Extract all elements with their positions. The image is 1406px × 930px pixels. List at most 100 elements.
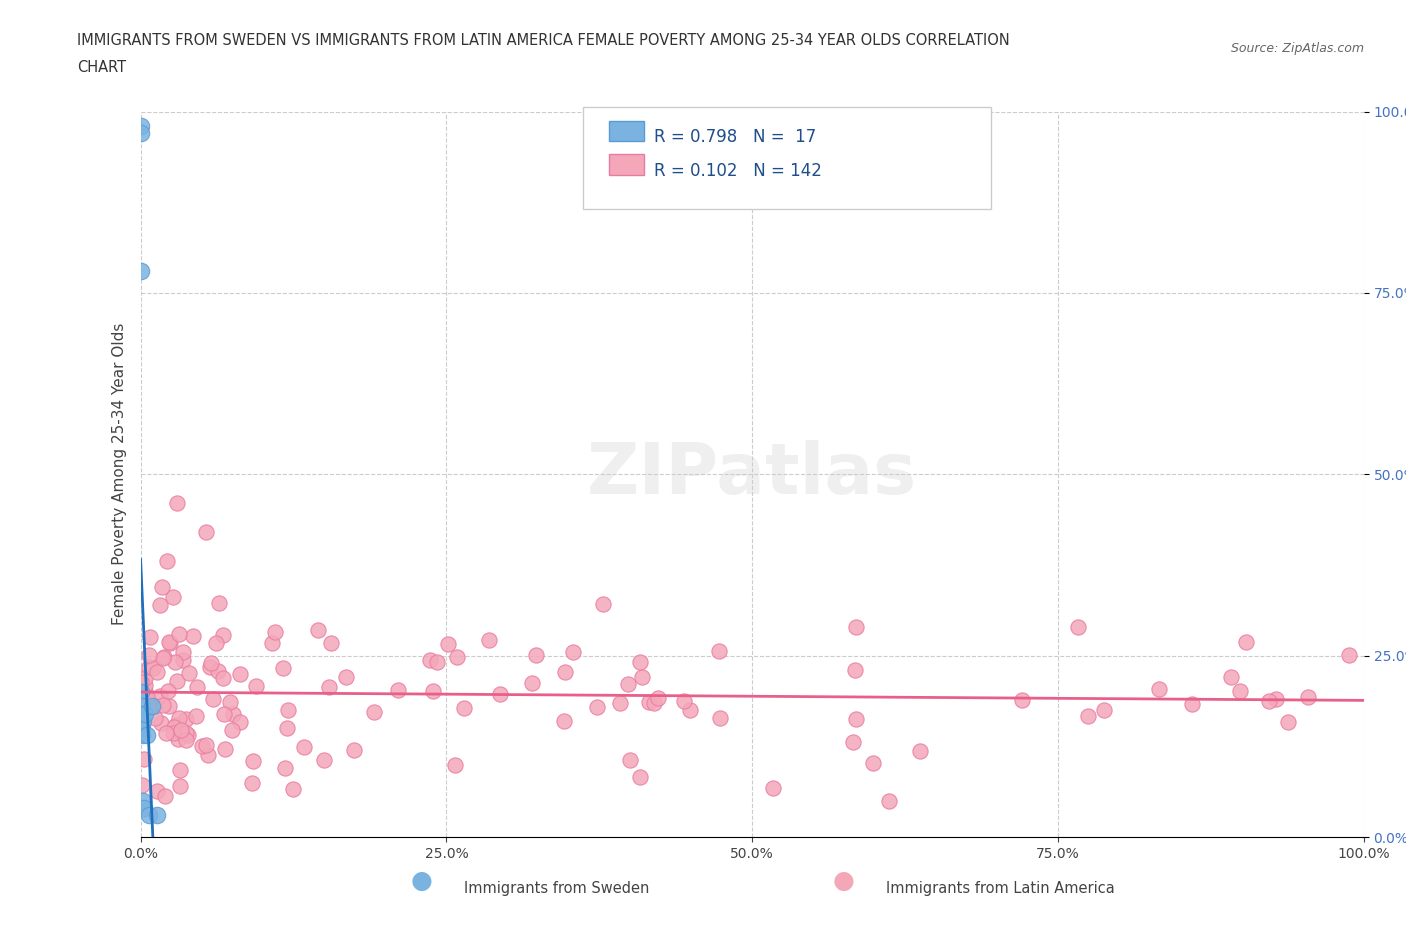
Point [146,665,169,680]
Point [134,801,156,816]
Point [229,714,252,729]
Point [1181,697,1204,711]
Point [163,720,186,735]
Text: IMMIGRANTS FROM SWEDEN VS IMMIGRANTS FROM LATIN AMERICA FEMALE POVERTY AMONG 25-: IMMIGRANTS FROM SWEDEN VS IMMIGRANTS FRO… [77,33,1010,47]
Point [138,647,160,662]
Point [195,525,218,539]
Point [585,699,607,714]
Point [877,793,900,808]
Point [845,619,868,634]
Point [131,699,153,714]
Point [186,680,208,695]
Text: ●: ● [411,870,433,893]
Point [1265,691,1288,706]
Point [842,735,865,750]
Point [446,650,468,665]
Text: ●: ● [832,870,855,893]
Point [212,671,235,685]
Point [135,689,157,704]
Point [167,627,190,642]
Point [156,554,179,569]
Point [478,633,501,648]
Point [1219,670,1241,684]
Text: Immigrants from Sweden: Immigrants from Sweden [464,881,650,896]
Point [166,496,188,511]
Point [1234,635,1257,650]
Point [181,629,204,644]
Point [134,684,156,698]
Point [679,703,702,718]
Point [318,680,340,695]
Point [177,727,200,742]
Point [166,674,188,689]
Point [169,763,191,777]
Point [172,652,194,667]
Point [129,674,152,689]
Point [524,648,547,663]
Point [197,748,219,763]
Text: Source: ZipAtlas.com: Source: ZipAtlas.com [1230,42,1364,55]
Point [307,622,329,637]
Point [157,634,180,649]
Text: R = 0.798   N =  17: R = 0.798 N = 17 [654,128,815,146]
Point [129,264,152,279]
Point [638,695,661,710]
Point [221,722,243,737]
Point [162,726,184,741]
Point [194,737,217,752]
Point [426,655,449,670]
Point [207,664,229,679]
Point [422,684,444,698]
Point [631,670,654,684]
Point [152,651,174,666]
Point [152,579,174,594]
Point [862,756,884,771]
Text: ZIPatlas: ZIPatlas [588,440,917,509]
Point [184,709,207,724]
Point [131,706,153,721]
Point [214,741,236,756]
Point [1067,619,1090,634]
Point [159,635,181,650]
Point [242,754,264,769]
Point [844,662,866,677]
Point [276,721,298,736]
Point [709,711,731,725]
Point [131,721,153,736]
Point [149,688,172,703]
Point [202,691,225,706]
Point [208,596,231,611]
Point [152,698,174,712]
Point [170,726,193,741]
Point [1077,709,1099,724]
Point [174,711,197,726]
Point [271,660,294,675]
Point [152,649,174,664]
Point [131,793,153,808]
Point [1337,647,1360,662]
Point [222,706,245,721]
Point [762,781,785,796]
Point [647,691,669,706]
Point [138,659,160,674]
Point [145,808,167,823]
Point [240,776,263,790]
Point [520,675,543,690]
Point [165,717,187,732]
Point [319,636,342,651]
Point [131,777,153,792]
Point [134,706,156,721]
Point [488,687,510,702]
Point [179,666,201,681]
Point [132,713,155,728]
Point [212,707,235,722]
Point [245,679,267,694]
Point [174,732,197,747]
Point [138,808,160,823]
Point [592,596,614,611]
Point [198,659,221,674]
Point [134,678,156,693]
Point [129,126,152,140]
Point [553,713,575,728]
Point [437,637,460,652]
